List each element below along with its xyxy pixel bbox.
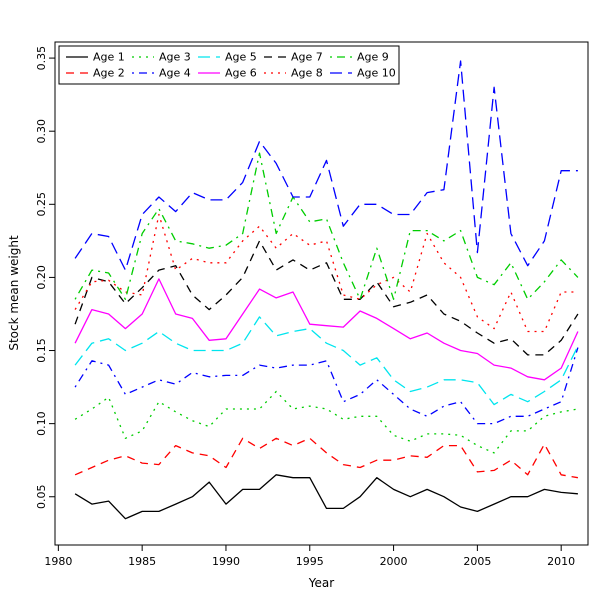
series-line-age-6 (74, 278, 579, 381)
x-tick-label: 1985 (128, 555, 156, 568)
y-tick-label: 0.25 (35, 192, 48, 217)
legend-label-age-3: Age 3 (159, 51, 191, 64)
series-line-age-10 (74, 60, 578, 271)
y-tick-label: 0.30 (35, 119, 48, 144)
series-line-age-8 (74, 213, 578, 333)
y-tick-label: 0.15 (35, 338, 48, 363)
legend-label-age-6: Age 6 (225, 67, 257, 80)
x-tick-label: 2000 (380, 555, 408, 568)
y-axis-title: Stock mean weight (7, 235, 21, 351)
y-tick-label: 0.05 (35, 484, 48, 509)
x-tick-label: 1980 (44, 555, 72, 568)
legend-label-age-7: Age 7 (291, 51, 323, 64)
legend-box (58, 45, 400, 85)
y-tick-label: 0.35 (35, 46, 48, 71)
x-tick-label: 1990 (212, 555, 240, 568)
series-line-age-2 (74, 437, 579, 479)
series-line-age-5 (74, 316, 579, 406)
legend-label-age-8: Age 8 (291, 67, 323, 80)
series-line-age-3 (74, 390, 579, 454)
x-axis-title: Year (308, 576, 335, 590)
plot-box (54, 41, 589, 546)
legend-label-age-5: Age 5 (225, 51, 257, 64)
y-tick-label: 0.20 (35, 265, 48, 290)
series-line-age-7 (74, 240, 579, 356)
legend-label-age-9: Age 9 (357, 51, 389, 64)
legend-label-age-4: Age 4 (159, 67, 191, 80)
series-line-age-1 (74, 474, 578, 520)
x-tick-label: 1995 (296, 555, 324, 568)
series-line-age-9 (74, 152, 579, 300)
y-tick-label: 0.10 (35, 411, 48, 436)
series-line-age-4 (74, 347, 579, 425)
legend-label-age-1: Age 1 (93, 51, 125, 64)
x-tick-label: 2010 (547, 555, 575, 568)
legend-label-age-10: Age 10 (357, 67, 396, 80)
x-tick-label: 2005 (463, 555, 491, 568)
legend-label-age-2: Age 2 (93, 67, 125, 80)
